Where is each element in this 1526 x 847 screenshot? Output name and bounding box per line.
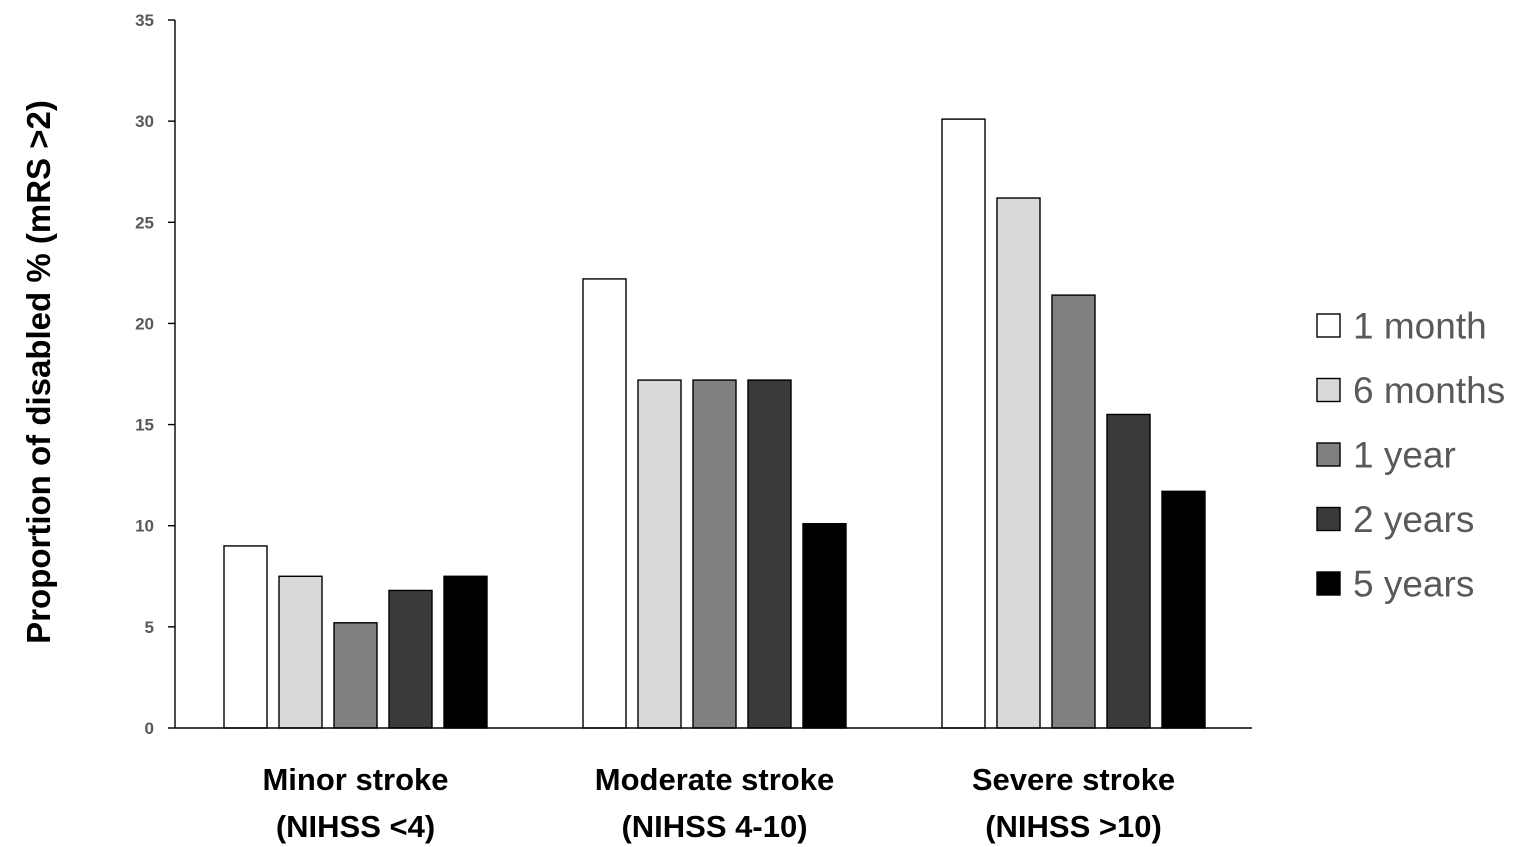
x-category-label: Severe stroke: [972, 762, 1175, 797]
legend-swatch: [1316, 377, 1341, 403]
bar-1-3: [333, 622, 378, 729]
y-tick-label: 30: [135, 112, 154, 131]
x-category-label: (NIHSS >10): [985, 809, 1162, 844]
legend-swatch: [1316, 442, 1341, 467]
legend-label: 5 years: [1353, 564, 1474, 605]
legend-label: 2 years: [1353, 499, 1474, 540]
bar-3-1: [941, 118, 986, 729]
y-tick-label: 20: [135, 314, 154, 333]
bar-2-3: [692, 379, 737, 729]
x-category-label: (NIHSS <4): [276, 809, 435, 844]
bars-layer: [223, 118, 1206, 729]
legend-swatch: [1316, 506, 1341, 532]
y-axis-label: Proportion of disabled % (mRS >2): [20, 100, 57, 644]
bar-3-3: [1051, 294, 1096, 729]
legend: 1 month 6 months 1 year 2 years 5 years: [1316, 306, 1505, 605]
legend-label: 1 year: [1353, 435, 1456, 476]
bar-1-5: [443, 575, 488, 729]
y-tick-label: 5: [145, 618, 154, 637]
bar-1-1: [223, 545, 268, 729]
bar-3-4: [1106, 413, 1151, 729]
legend-swatch: [1316, 571, 1341, 596]
bar-3-5: [1161, 490, 1206, 729]
y-tick-label: 0: [145, 719, 154, 738]
y-ticks-layer: 0 5 10 15 20 25 30 35: [135, 11, 175, 738]
y-tick-label: 15: [135, 416, 154, 435]
y-tick-label: 35: [135, 11, 154, 30]
x-category-label: Minor stroke: [262, 762, 448, 797]
y-tick-label: 25: [135, 213, 154, 232]
legend-swatch: [1316, 313, 1341, 338]
bar-1-2: [278, 575, 323, 729]
bar-3-2: [996, 197, 1041, 729]
x-category-label: (NIHSS 4-10): [621, 809, 807, 844]
bar-2-1: [582, 278, 627, 729]
legend-label: 1 month: [1353, 306, 1487, 347]
axes-layer: [174, 20, 1252, 729]
bar-1-4: [388, 589, 433, 729]
bar-2-5: [802, 522, 847, 729]
bar-2-4: [747, 379, 792, 729]
x-category-label: Moderate stroke: [595, 762, 834, 797]
y-tick-label: 10: [135, 517, 154, 536]
legend-label: 6 months: [1353, 370, 1505, 411]
bar-2-2: [637, 379, 682, 729]
x-categories-layer: Minor stroke (NIHSS <4) Moderate stroke (NI…: [262, 762, 1175, 844]
